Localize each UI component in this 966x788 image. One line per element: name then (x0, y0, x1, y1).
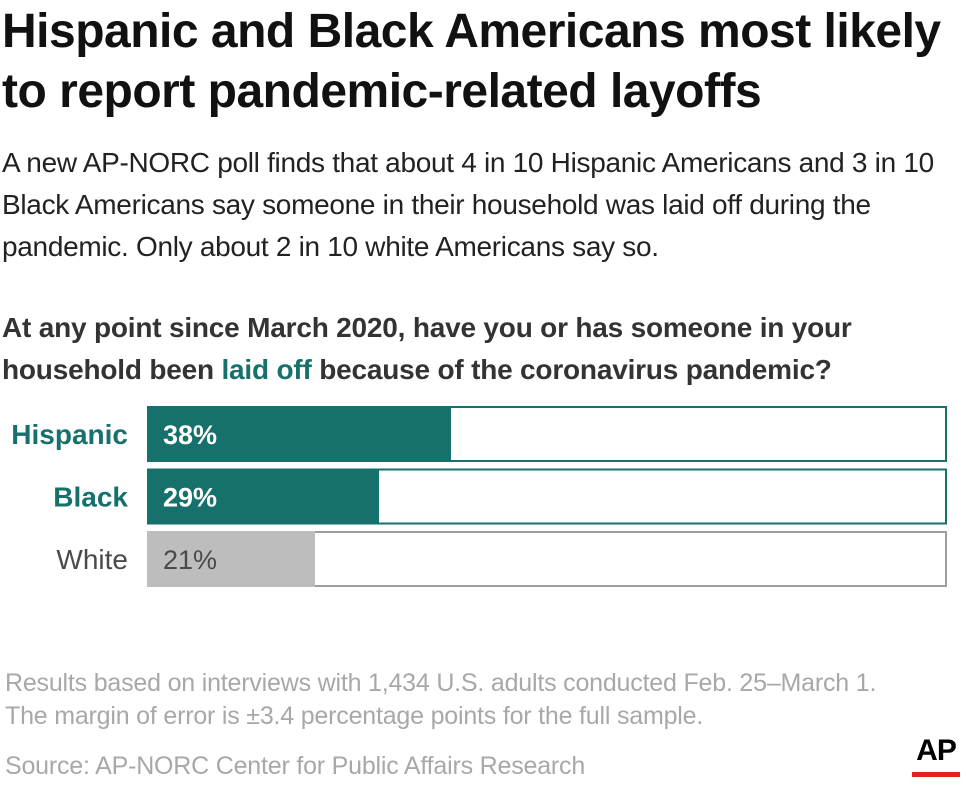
question-text-start: At any point since March 2020, have you … (2, 312, 852, 385)
value-label-black: 29% (163, 483, 217, 513)
ap-logo-underline (912, 772, 960, 777)
value-label-white: 21% (163, 545, 217, 575)
category-label-black: Black (53, 482, 128, 513)
ap-logo-text: AP (916, 734, 957, 767)
bar-black (147, 468, 379, 525)
bar-chart: Hispanic 38% Black 29% White 21% (11, 406, 947, 587)
bar-hispanic (147, 406, 451, 462)
bar-white (147, 531, 315, 587)
question-text-end: because of the coronavirus pandemic? (311, 354, 832, 385)
chart-subtitle: A new AP-NORC poll finds that about 4 in… (2, 147, 934, 262)
ap-logo-icon: AP (912, 735, 960, 777)
survey-question: At any point since March 2020, have you … (2, 307, 962, 391)
source-credit: Source: AP-NORC Center for Public Affair… (5, 752, 586, 780)
question-highlight: laid off (221, 354, 312, 385)
chart-title: Hispanic and Black Americans most likely… (2, 5, 941, 118)
methodology-note: Results based on interviews with 1,434 U… (5, 669, 877, 730)
value-label-hispanic: 38% (163, 420, 217, 450)
category-label-hispanic: Hispanic (11, 419, 128, 450)
category-label-white: White (56, 544, 128, 575)
